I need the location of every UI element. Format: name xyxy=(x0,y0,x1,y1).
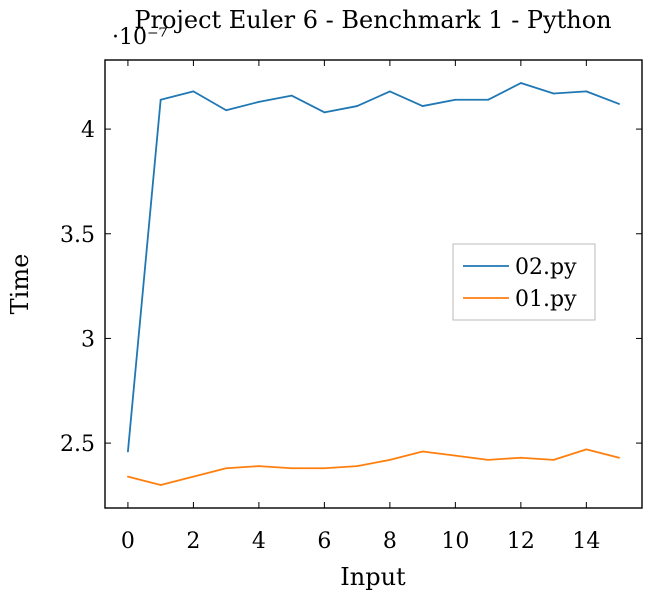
data-point xyxy=(225,109,228,112)
data-point xyxy=(487,98,490,101)
x-tick-label: 0 xyxy=(121,529,135,554)
x-tick-label: 14 xyxy=(572,529,600,554)
data-point xyxy=(192,90,195,93)
data-point xyxy=(421,105,424,107)
data-point xyxy=(127,450,129,453)
data-point xyxy=(454,454,457,457)
x-axis-label: Input xyxy=(340,563,406,591)
data-point xyxy=(290,94,293,97)
legend-label: 01.py xyxy=(515,287,577,312)
data-point xyxy=(552,92,555,95)
data-point xyxy=(388,90,391,93)
data-point xyxy=(618,103,620,105)
y-tick-label: 3 xyxy=(81,327,95,352)
legend-label: 02.py xyxy=(515,255,577,280)
series-line-02.py xyxy=(127,82,620,452)
data-point xyxy=(356,105,359,107)
data-point xyxy=(388,458,391,461)
x-tick-label: 2 xyxy=(186,529,200,554)
y-axis-label: Time xyxy=(6,254,34,315)
data-point xyxy=(487,458,490,461)
data-point xyxy=(585,90,588,93)
chart-title: Project Euler 6 - Benchmark 1 - Python xyxy=(134,6,611,34)
y-tick-label: 4 xyxy=(81,118,95,143)
data-point xyxy=(257,465,260,468)
data-point xyxy=(585,448,588,451)
data-point xyxy=(454,98,457,101)
y-tick-label: 2.5 xyxy=(60,432,95,457)
data-point xyxy=(225,467,228,470)
data-point xyxy=(192,475,195,478)
x-tick-label: 12 xyxy=(507,529,535,554)
x-tick-label: 10 xyxy=(441,529,469,554)
data-point xyxy=(356,465,359,468)
series-line-01.py xyxy=(127,448,620,486)
legend-box xyxy=(452,243,596,321)
x-axis: 0 2 4 6 8 10 12 14 xyxy=(121,60,600,554)
x-tick-label: 8 xyxy=(383,529,397,554)
data-point xyxy=(618,456,620,459)
x-tick-label: 6 xyxy=(317,529,331,554)
plot-area xyxy=(104,59,643,509)
y-axis-multiplier: ·10⁻⁷ xyxy=(112,25,168,50)
data-point xyxy=(519,456,522,459)
data-point xyxy=(323,467,326,470)
data-point xyxy=(552,458,555,461)
data-point xyxy=(421,450,424,453)
data-point xyxy=(159,484,162,486)
x-tick-label: 4 xyxy=(252,529,266,554)
data-point xyxy=(257,100,260,103)
y-tick-label: 3.5 xyxy=(60,223,95,248)
data-point xyxy=(519,82,522,84)
y-axis: 2.5 3 3.5 4 xyxy=(60,118,642,457)
data-point xyxy=(127,475,129,478)
data-point xyxy=(290,467,293,470)
legend: 02.py 01.py xyxy=(452,243,596,321)
data-point xyxy=(159,98,162,101)
data-point xyxy=(323,111,326,114)
series-group xyxy=(127,82,620,486)
